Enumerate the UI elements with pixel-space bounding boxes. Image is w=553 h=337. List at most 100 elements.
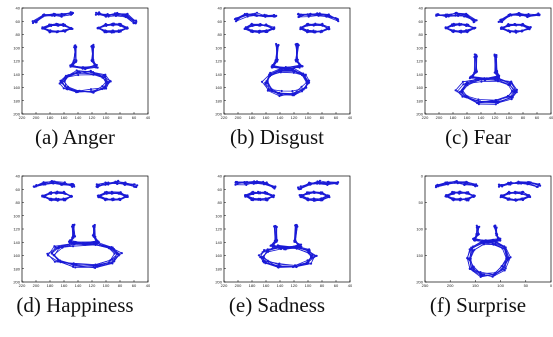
y-tick-label: 160	[416, 85, 423, 90]
landmark-point	[69, 65, 72, 68]
landmark-point	[266, 89, 269, 92]
landmark-point	[480, 80, 483, 83]
landmark-point	[114, 180, 117, 183]
caption-happiness: (d) Happiness	[16, 293, 134, 317]
landmark-point	[473, 238, 476, 241]
y-tick-label: 80	[16, 200, 21, 205]
landmark-overlay	[31, 11, 138, 94]
landmark-point	[499, 239, 502, 242]
landmark-point	[292, 67, 295, 70]
landmark-point	[50, 181, 53, 185]
landmark-point	[134, 185, 137, 188]
y-tick-label: 150	[416, 253, 423, 258]
landmark-point	[477, 103, 480, 106]
x-tick-label: 60	[132, 283, 137, 288]
landmark-point	[243, 12, 246, 16]
landmark-point	[90, 90, 93, 93]
landmark-point	[92, 71, 95, 74]
y-tick-label: 160	[13, 85, 20, 90]
x-tick-label: 80	[118, 283, 123, 288]
landmark-point	[510, 82, 513, 85]
y-tick-label: 80	[16, 32, 21, 37]
landmark-point	[120, 252, 123, 255]
landmark-point	[307, 14, 310, 17]
landmark-overlay	[234, 179, 340, 269]
landmark-point	[70, 195, 73, 198]
landmark-point	[497, 237, 500, 240]
landmark-point	[326, 194, 329, 197]
landmark-point	[270, 244, 273, 247]
landmark-point	[476, 78, 479, 81]
landmark-point	[31, 21, 35, 25]
y-tick-label: 200	[215, 112, 222, 117]
landmark-point	[95, 185, 98, 188]
x-tick-label: 100	[497, 283, 504, 288]
landmark-point	[458, 90, 462, 93]
landmark-point	[465, 29, 468, 32]
landmark-point	[306, 259, 309, 262]
x-tick-label: 200	[447, 283, 454, 288]
landmark-point	[70, 184, 73, 187]
landmark-point	[529, 181, 532, 184]
landmark-point	[306, 198, 309, 202]
landmark-point	[272, 186, 275, 189]
landmark-point	[451, 29, 454, 32]
landmark-point	[537, 183, 540, 186]
caption-fear: (c) Fear	[445, 125, 511, 149]
y-tick-label: 100	[215, 45, 222, 50]
landmark-point	[507, 190, 511, 193]
landmark-point	[236, 182, 239, 185]
landmark-point	[306, 29, 309, 32]
landmark-point	[458, 30, 461, 33]
landmark-point	[272, 14, 275, 17]
landmark-point	[112, 23, 115, 26]
y-tick-label: 100	[13, 45, 20, 50]
landmark-point	[74, 240, 77, 244]
landmark-point	[125, 195, 128, 198]
landmark-point	[124, 181, 127, 184]
landmark-point	[470, 246, 473, 249]
y-tick-label: 200	[13, 280, 20, 285]
landmark-point	[257, 190, 260, 193]
landmark-point	[118, 198, 122, 201]
x-tick-label: 200	[235, 115, 242, 120]
landmark-point	[55, 197, 58, 200]
landmark-point	[272, 65, 275, 68]
landmark-point	[265, 249, 268, 252]
landmark-point	[452, 199, 455, 202]
landmark-point	[500, 19, 503, 22]
y-tick-label: 80	[218, 32, 223, 37]
landmark-point	[466, 84, 469, 87]
landmark-point	[458, 23, 461, 26]
axes-frame	[21, 175, 149, 283]
landmark-point	[104, 73, 107, 76]
x-tick-label: 120	[492, 115, 499, 120]
landmark-point	[97, 196, 100, 199]
landmark-point	[298, 243, 301, 247]
landmark-point	[336, 18, 339, 21]
landmark-point	[320, 191, 323, 195]
landmark-point	[475, 234, 478, 237]
landmark-point	[318, 179, 322, 182]
landmark-point	[446, 182, 449, 185]
landmark-point	[501, 268, 504, 271]
landmark-point	[93, 225, 96, 228]
landmark-point	[109, 80, 112, 83]
landmark-point	[94, 266, 97, 269]
x-tick-label: 220	[422, 115, 429, 120]
landmark-point	[293, 265, 296, 268]
caption-sadness: (e) Sadness	[228, 293, 326, 317]
landmark-point	[327, 28, 330, 31]
x-tick-label: 100	[305, 115, 312, 120]
landmark-point	[95, 183, 98, 186]
landmark-point	[111, 29, 114, 32]
landmark-point	[244, 194, 247, 197]
landmark-point	[101, 87, 104, 91]
landmark-point	[276, 44, 280, 48]
landmark-point	[97, 12, 100, 15]
x-tick-label: 60	[132, 115, 137, 120]
landmark-point	[49, 191, 52, 194]
landmark-point	[435, 14, 438, 17]
landmark-point	[119, 191, 122, 194]
landmark-point	[265, 181, 268, 184]
